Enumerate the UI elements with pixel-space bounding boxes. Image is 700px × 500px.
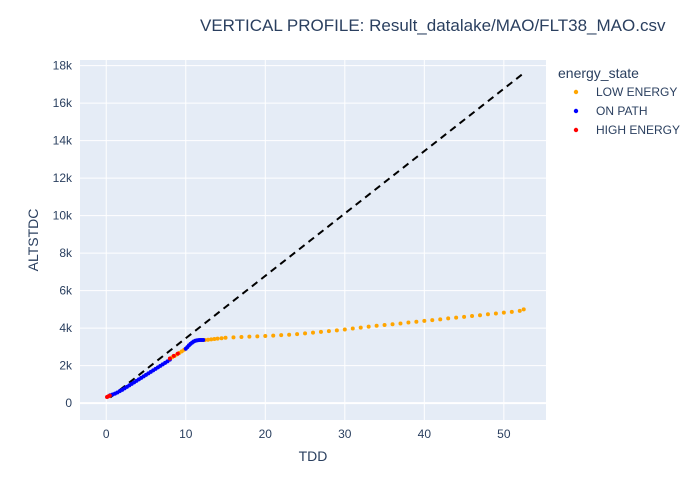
data-point bbox=[326, 329, 331, 334]
y-axis-title: ALTSTDC bbox=[25, 209, 41, 272]
data-point bbox=[477, 313, 482, 318]
legend-marker bbox=[573, 89, 579, 95]
y-tick-label: 18k bbox=[53, 59, 73, 73]
x-gridlines bbox=[105, 60, 505, 420]
data-point bbox=[263, 334, 268, 338]
data-point bbox=[462, 314, 467, 319]
x-tick-label: 40 bbox=[418, 427, 432, 441]
legend-marker bbox=[573, 127, 579, 133]
reference-line-group bbox=[109, 72, 525, 399]
data-point bbox=[206, 337, 211, 342]
legend-item[interactable]: HIGH ENERGY bbox=[573, 123, 680, 137]
x-tick-label: 10 bbox=[179, 427, 193, 441]
series-on-path bbox=[108, 337, 206, 398]
data-point bbox=[318, 329, 323, 334]
legend-item[interactable]: LOW ENERGY bbox=[573, 85, 678, 99]
data-point bbox=[223, 335, 228, 340]
legend-label: LOW ENERGY bbox=[596, 85, 677, 99]
data-point bbox=[521, 307, 526, 312]
x-tick-label: 30 bbox=[338, 427, 352, 441]
legend-title: energy_state bbox=[558, 65, 639, 81]
data-point bbox=[287, 332, 292, 337]
chart-title: VERTICAL PROFILE: Result_datalake/MAO/FL… bbox=[200, 16, 666, 35]
data-point bbox=[295, 332, 300, 337]
data-point bbox=[493, 311, 498, 316]
y-tick-label: 4k bbox=[59, 321, 73, 335]
legend-label: ON PATH bbox=[596, 104, 648, 118]
data-point bbox=[303, 331, 308, 336]
x-tick-label: 50 bbox=[497, 427, 511, 441]
data-point bbox=[209, 337, 214, 342]
data-point bbox=[171, 353, 176, 358]
data-point bbox=[366, 324, 371, 329]
data-point bbox=[342, 327, 347, 332]
legend-marker bbox=[573, 108, 579, 114]
data-point bbox=[279, 333, 284, 338]
data-point bbox=[358, 325, 363, 330]
y-tick-label: 6k bbox=[59, 284, 73, 298]
data-point bbox=[406, 320, 411, 325]
series-high-energy bbox=[105, 351, 180, 399]
data-points bbox=[105, 307, 526, 399]
data-point bbox=[470, 313, 475, 318]
data-point bbox=[438, 317, 443, 322]
legend: energy_state LOW ENERGY ON PATH HIGH ENERG… bbox=[558, 65, 680, 137]
y-tick-label: 8k bbox=[59, 246, 73, 260]
data-point bbox=[271, 333, 276, 338]
data-point bbox=[215, 336, 220, 341]
data-point bbox=[175, 351, 180, 356]
data-point bbox=[398, 321, 403, 326]
data-point bbox=[485, 312, 490, 317]
data-point bbox=[350, 326, 355, 331]
data-point bbox=[382, 322, 387, 327]
data-point bbox=[334, 328, 339, 333]
data-point bbox=[255, 334, 260, 339]
data-point bbox=[501, 310, 506, 315]
data-point bbox=[414, 319, 419, 324]
data-point bbox=[212, 337, 217, 341]
data-point bbox=[219, 336, 224, 341]
data-point bbox=[167, 356, 172, 361]
data-point bbox=[247, 334, 252, 339]
x-tick-labels: 0 10 20 30 40 50 bbox=[103, 427, 511, 441]
y-tick-label: 0 bbox=[65, 396, 72, 410]
data-point bbox=[390, 322, 395, 327]
legend-label: HIGH ENERGY bbox=[596, 123, 680, 137]
data-point bbox=[509, 309, 514, 314]
series-low-energy bbox=[170, 307, 526, 360]
data-point bbox=[454, 315, 459, 320]
y-tick-label: 10k bbox=[53, 209, 73, 223]
x-tick-label: 0 bbox=[103, 427, 110, 441]
data-point bbox=[239, 334, 244, 339]
y-tick-labels: 0 2k 4k 6k 8k 10k 12k 14k 16k 18k bbox=[53, 59, 73, 411]
y-tick-label: 14k bbox=[53, 134, 73, 148]
y-tick-label: 2k bbox=[59, 359, 73, 373]
data-point bbox=[430, 318, 435, 323]
y-tick-label: 12k bbox=[53, 171, 73, 185]
data-point bbox=[517, 308, 522, 313]
data-point bbox=[422, 318, 427, 323]
data-point bbox=[201, 337, 206, 342]
data-point bbox=[107, 393, 112, 398]
legend-item[interactable]: ON PATH bbox=[573, 104, 648, 118]
data-point bbox=[311, 330, 315, 335]
reference-line bbox=[109, 72, 525, 399]
x-tick-label: 20 bbox=[259, 427, 273, 441]
y-tick-label: 16k bbox=[53, 96, 73, 110]
data-point bbox=[446, 316, 451, 321]
data-point bbox=[374, 323, 379, 328]
x-axis-title: TDD bbox=[299, 448, 328, 464]
data-point bbox=[231, 335, 236, 340]
